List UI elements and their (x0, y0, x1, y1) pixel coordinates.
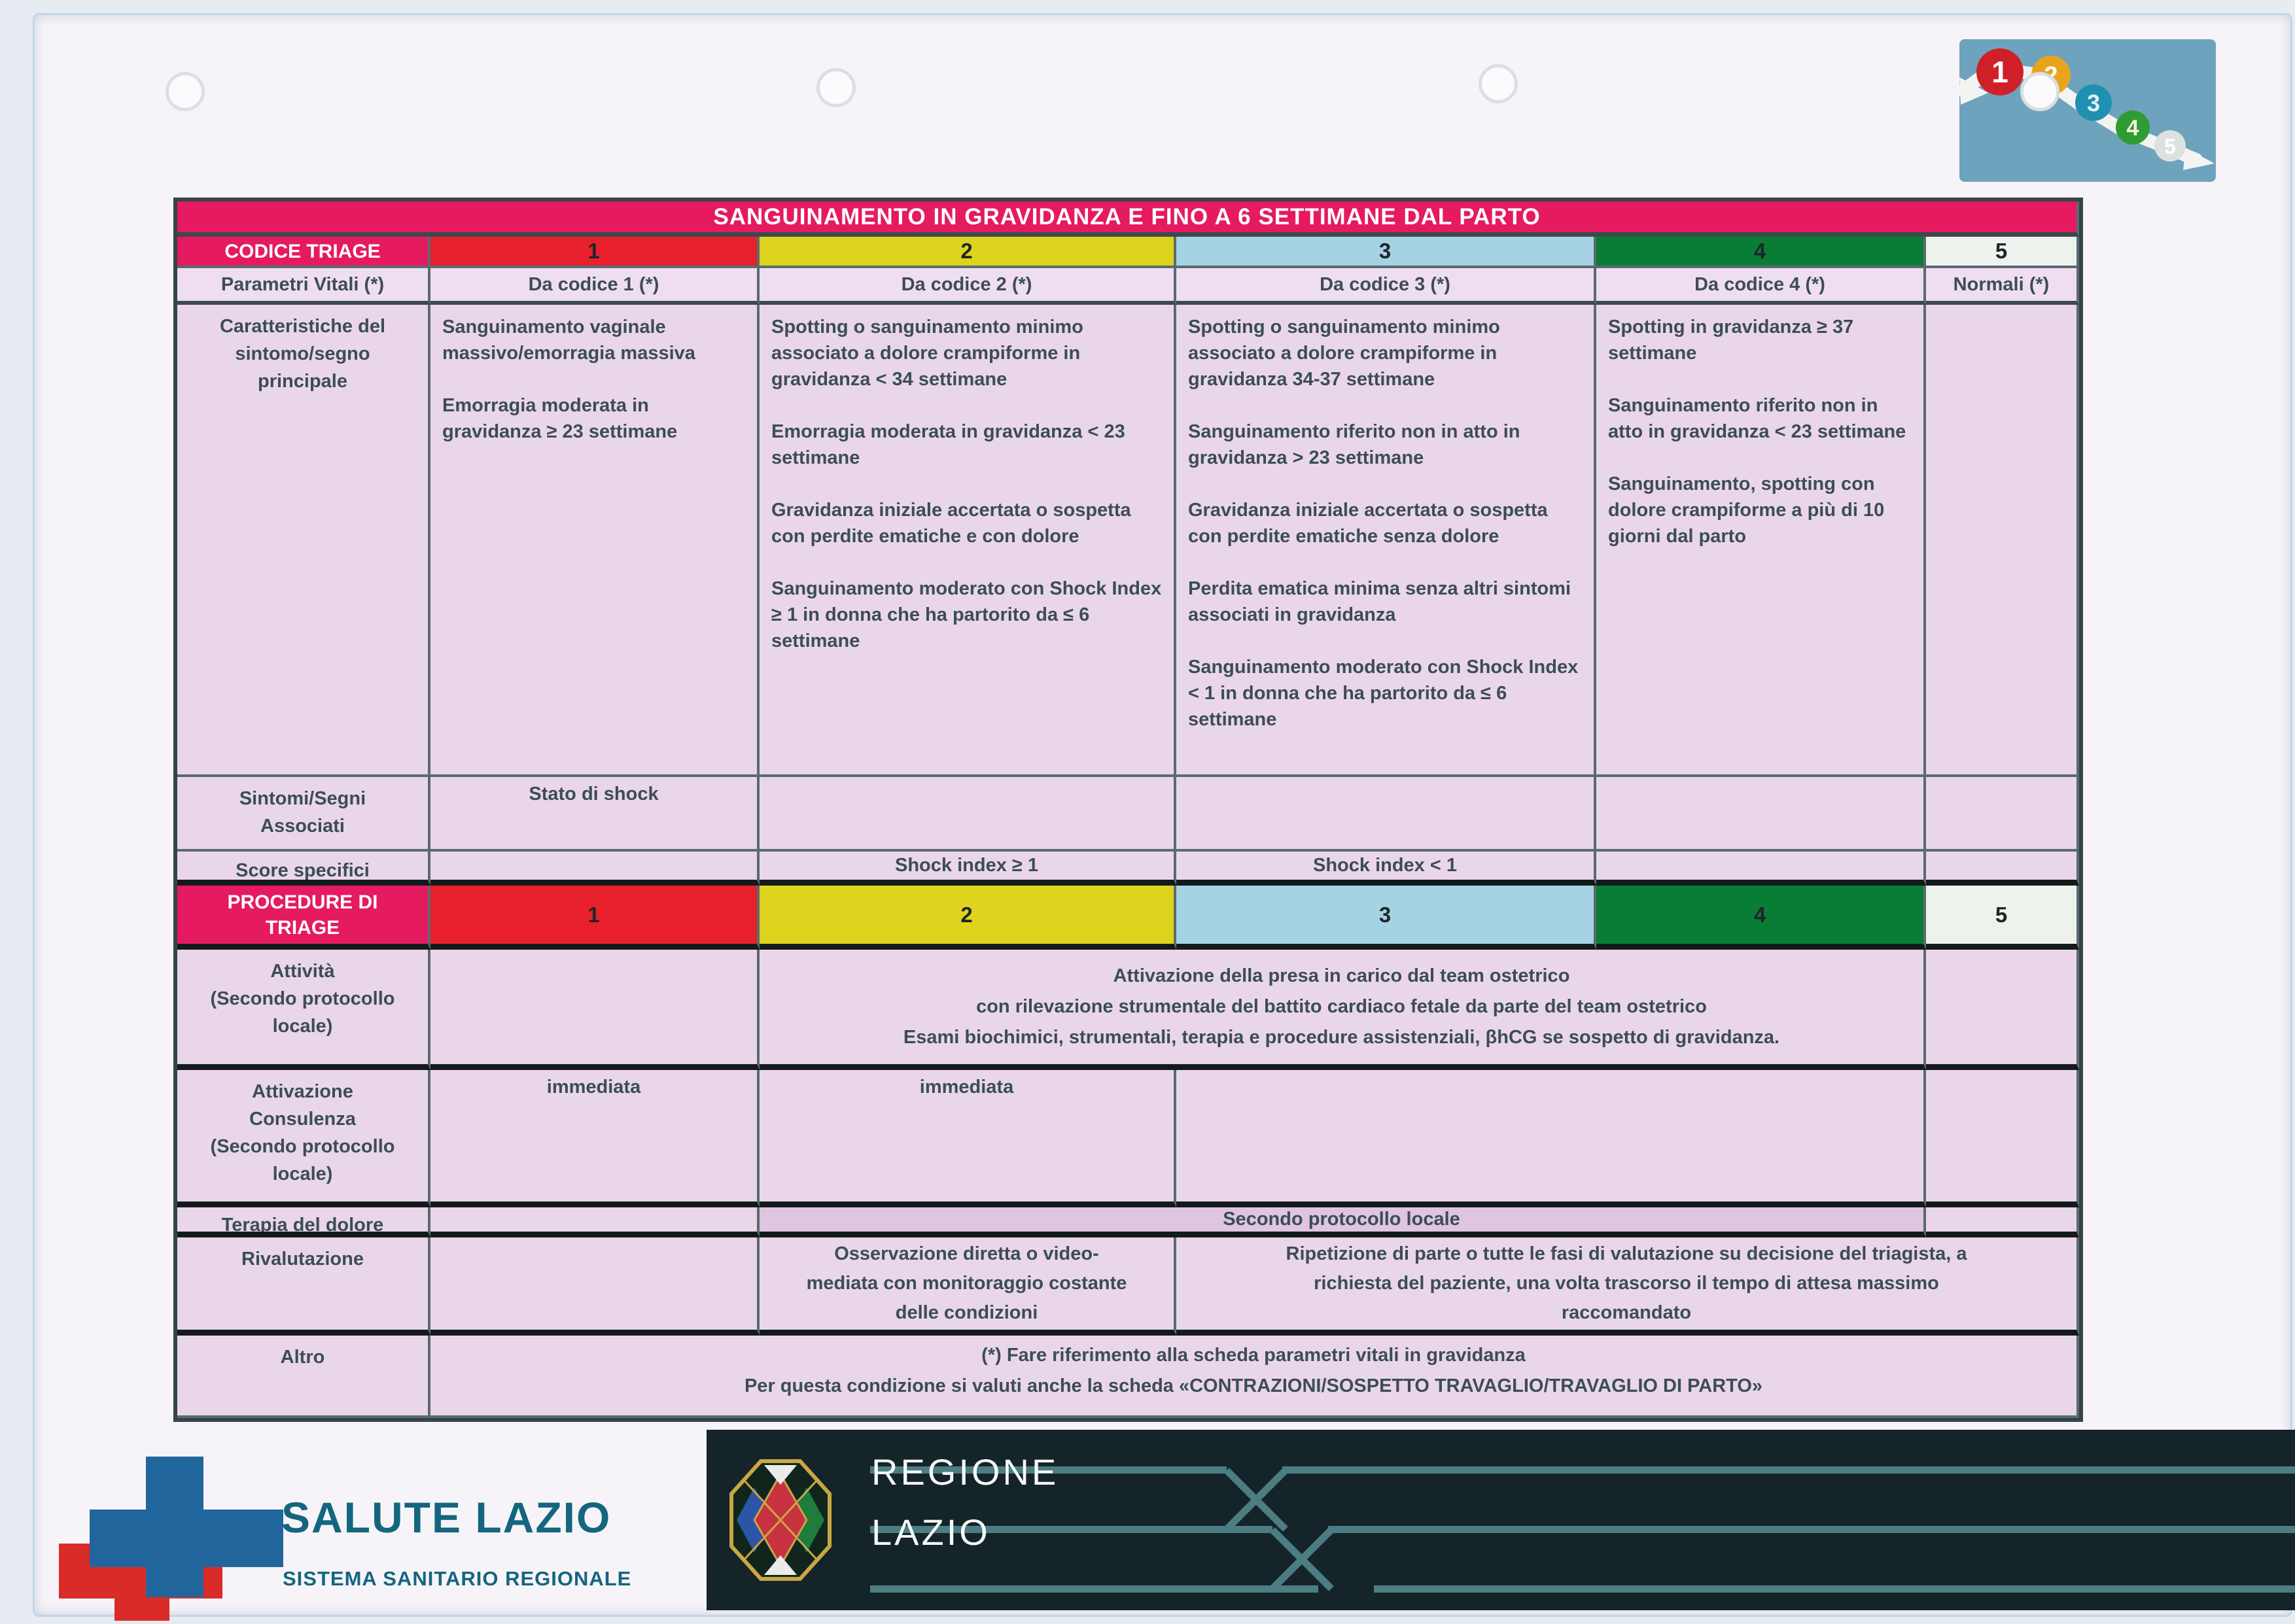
terapia-label: Terapia del dolore (177, 1207, 430, 1237)
caratteristiche-codice1: Sanguinamento vaginale massivo/emorragia… (430, 305, 760, 777)
param-header-3: Da codice 3 (*) (1176, 268, 1596, 305)
code-cell-1: 1 (430, 237, 760, 268)
empty-cell (430, 852, 760, 886)
triage-codes-ribbon-graphic: 1 2 3 4 5 (1957, 48, 2215, 170)
procedure-code-3: 3 (1176, 886, 1596, 950)
regione-text: REGIONE (871, 1451, 1059, 1493)
score-codice3: Shock index < 1 (1176, 852, 1596, 886)
procedure-code-4: 4 (1596, 886, 1926, 950)
code-3-number: 3 (2087, 90, 2100, 116)
altro-label: Altro (177, 1336, 430, 1418)
attivazione-codice2: immediata (760, 1070, 1176, 1207)
param-header-5: Normali (*) (1926, 268, 2079, 305)
empty-cell (430, 1207, 760, 1237)
table-title: SANGUINAMENTO IN GRAVIDANZA E FINO A 6 S… (177, 201, 2079, 237)
altro-merged: (*) Fare riferimento alla scheda paramet… (430, 1336, 2079, 1418)
code-1-circle (1976, 48, 2023, 95)
terapia-merged: Secondo protocollo locale (760, 1207, 1926, 1237)
code-4-number: 4 (2127, 116, 2139, 141)
param-header-4: Da codice 4 (*) (1596, 268, 1926, 305)
double-cross-icon (59, 1457, 283, 1621)
code-cell-5: 5 (1926, 237, 2079, 268)
empty-cell (1926, 950, 2079, 1070)
banner-stripes-graphic (729, 1459, 2295, 1593)
rivalutazione-label: Rivalutazione (177, 1237, 430, 1336)
empty-cell (430, 950, 760, 1070)
attivazione-label: Attivazione Consulenza (Secondo protocol… (177, 1070, 430, 1207)
empty-cell (1926, 852, 2079, 886)
caratteristiche-codice4: Spotting in gravidanza ≥ 37 settimane Sa… (1596, 305, 1926, 777)
punch-hole (1479, 64, 1518, 103)
score-label: Score specifici (177, 852, 430, 886)
code-3-circle (2075, 84, 2112, 121)
regione-lazio-emblem-icon (729, 1459, 832, 1581)
empty-cell (1176, 777, 1596, 852)
codice-triage-label: CODICE TRIAGE (177, 237, 430, 268)
code-cell-3: 3 (1176, 237, 1596, 268)
attivita-label: Attività (Secondo protocollo locale) (177, 950, 430, 1070)
caratteristiche-codice3: Spotting o sanguinamento minimo associat… (1176, 305, 1596, 777)
salute-lazio-wordmark: SALUTE LAZIO (281, 1493, 612, 1542)
code-4-circle (2116, 111, 2150, 145)
empty-cell (760, 777, 1176, 852)
punch-hole (166, 72, 205, 111)
empty-cell (1926, 1207, 2079, 1237)
empty-cell (1596, 852, 1926, 886)
punch-hole (816, 68, 856, 107)
code-5-circle (2154, 130, 2186, 162)
caratteristiche-label: Caratteristiche del sintomo/segno princi… (177, 305, 430, 777)
empty-cell (1926, 777, 2079, 852)
code-cell-2: 2 (760, 237, 1176, 268)
procedure-code-1: 1 (430, 886, 760, 950)
code-1-number: 1 (1991, 55, 2008, 89)
code-cell-4: 4 (1596, 237, 1926, 268)
empty-cell (1596, 777, 1926, 852)
procedure-label: PROCEDURE DI TRIAGE (177, 886, 430, 950)
empty-cell (430, 1237, 760, 1336)
empty-cell (1176, 1070, 1926, 1207)
regione-lazio-banner: REGIONE LAZIO (707, 1430, 2295, 1610)
procedure-code-5: 5 (1926, 886, 2079, 950)
altro-note-2: Per questa condizione si valuti anche la… (744, 1375, 1763, 1396)
salute-lazio-logo (49, 1453, 285, 1624)
rivalutazione-merged: Ripetizione di parte o tutte le fasi di … (1176, 1237, 2079, 1336)
sistema-sanitario-regionale-text: SISTEMA SANITARIO REGIONALE (283, 1567, 632, 1590)
empty-cell (1926, 1070, 2079, 1207)
punch-hole (2020, 72, 2059, 111)
triage-codes-badge: 1 2 3 4 5 (1957, 39, 2216, 182)
altro-note-1: (*) Fare riferimento alla scheda paramet… (981, 1345, 1526, 1366)
rivalutazione-codice2: Osservazione diretta o video- mediata co… (760, 1237, 1176, 1336)
param-header-2: Da codice 2 (*) (760, 268, 1176, 305)
code-5-number: 5 (2164, 135, 2176, 158)
empty-cell (1926, 305, 2079, 777)
triage-table: SANGUINAMENTO IN GRAVIDANZA E FINO A 6 S… (173, 198, 2083, 1422)
sintomi-label: Sintomi/Segni Associati (177, 777, 430, 852)
procedure-code-2: 2 (760, 886, 1176, 950)
param-header-1: Da codice 1 (*) (430, 268, 760, 305)
attivazione-codice1: immediata (430, 1070, 760, 1207)
parametri-vitali-label: Parametri Vitali (*) (177, 268, 430, 305)
caratteristiche-codice2: Spotting o sanguinamento minimo associat… (760, 305, 1176, 777)
attivita-merged: Attivazione della presa in carico dal te… (760, 950, 1926, 1070)
lazio-text: LAZIO (871, 1512, 990, 1553)
score-codice2: Shock index ≥ 1 (760, 852, 1176, 886)
sintomi-codice1: Stato di shock (430, 777, 760, 852)
